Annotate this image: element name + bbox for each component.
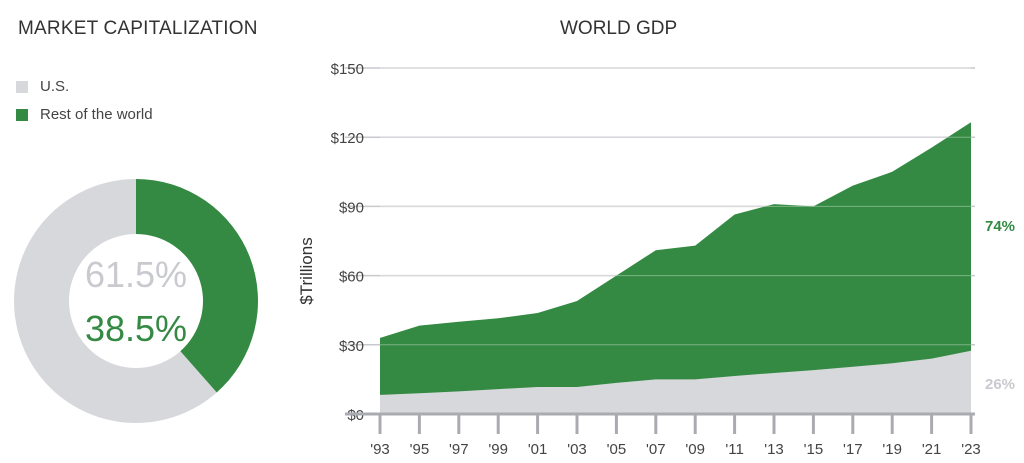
legend-label-us: U.S. — [40, 78, 70, 95]
x-tick-label: '07 — [646, 441, 666, 458]
donut-label-rest: 38.5% — [85, 308, 187, 349]
x-tick-label: '93 — [370, 441, 390, 458]
x-tick-label: '09 — [685, 441, 705, 458]
x-tick-label: '13 — [764, 441, 784, 458]
x-tick-label: '17 — [843, 441, 863, 458]
x-tick-label: '11 — [725, 441, 743, 458]
legend-swatch-rest — [16, 108, 28, 121]
y-tick-label: $120 — [331, 130, 364, 147]
x-tick-label: '95 — [410, 441, 430, 458]
legend-label-rest: Rest of the world — [40, 106, 153, 123]
legend-item-us: U.S. — [16, 78, 69, 95]
x-tick-label: '01 — [528, 441, 548, 458]
y-tick-label: $90 — [339, 199, 364, 216]
x-tick-label: '21 — [922, 441, 942, 458]
market-cap-title: MARKET CAPITALIZATION — [18, 18, 258, 39]
annotation-us-pct: 26% — [985, 376, 1015, 393]
x-tick-label: '97 — [449, 441, 469, 458]
y-axis-label: $Trillions — [297, 237, 316, 304]
y-tick-label: $60 — [339, 269, 364, 286]
annotation-rest-pct: 74% — [985, 218, 1015, 235]
x-tick-label: '19 — [882, 441, 902, 458]
area-world-total — [380, 122, 971, 414]
area-us — [380, 350, 971, 414]
legend-swatch-us — [16, 80, 28, 93]
x-tick-label: '03 — [567, 441, 587, 458]
x-tick-label: '23 — [961, 441, 981, 458]
donut-slice-rest — [136, 179, 258, 393]
donut-label-us: 61.5% — [85, 254, 187, 295]
legend-item-rest: Rest of the world — [16, 106, 153, 123]
y-tick-label: $30 — [339, 338, 364, 355]
x-tick-label: '15 — [804, 441, 824, 458]
x-tick-label: '05 — [607, 441, 627, 458]
y-tick-label: $150 — [331, 61, 364, 78]
world-gdp-title: WORLD GDP — [560, 18, 678, 39]
donut-slice-us — [13, 179, 217, 423]
x-tick-label: '99 — [488, 441, 508, 458]
